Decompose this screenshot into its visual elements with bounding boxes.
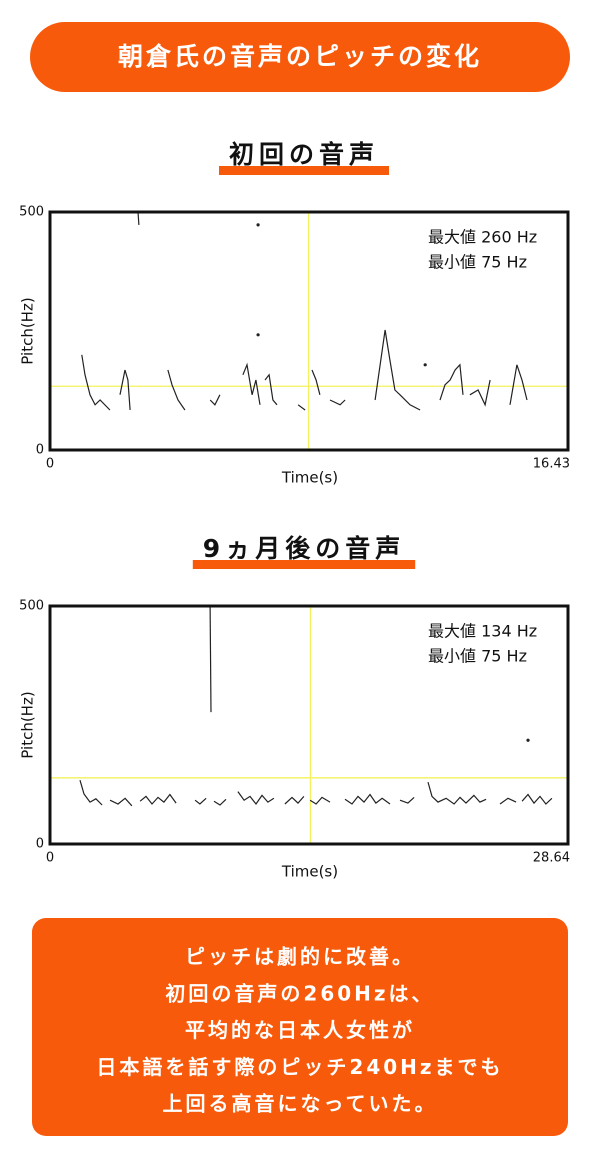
- x-tick-label: 0: [46, 851, 54, 866]
- y-axis-label: Pitch(Hz): [19, 297, 37, 364]
- annotation: 最小値 75 Hz: [428, 647, 527, 666]
- section-heading: 9ヵ月後の音声: [203, 534, 405, 563]
- annotation: 最大値 260 Hz: [428, 228, 537, 247]
- pitch-trace: [284, 796, 305, 805]
- pitch-trace: [297, 404, 306, 411]
- y-tick-label: 0: [36, 837, 44, 852]
- section-heading: 初回の音声: [229, 140, 379, 169]
- pitch-trace: [427, 781, 487, 805]
- heading-underline: [218, 166, 390, 175]
- pitch-trace: [499, 797, 517, 805]
- pitch-trace: [242, 362, 261, 405]
- pitch-trace: [264, 373, 278, 406]
- pitch-trace: [469, 379, 491, 407]
- pitch-trace: [329, 399, 346, 406]
- pitch-trace: [81, 354, 111, 411]
- annotation: 最大値 134 Hz: [428, 622, 537, 641]
- plot-frame: [48, 210, 570, 452]
- page-title: 朝倉氏の音声のピッチの変化: [118, 42, 482, 71]
- pitch-trace: [311, 369, 321, 395]
- summary-line: 初回の音声の260Hzは、: [165, 981, 434, 1005]
- y-tick-label: 500: [19, 599, 44, 614]
- pitch-trace: [109, 797, 133, 807]
- pitch-trace: [194, 797, 207, 805]
- pitch-point: [526, 738, 530, 742]
- pitch-trace: [119, 369, 131, 411]
- pitch-trace: [521, 793, 553, 805]
- pitch-trace: [399, 796, 415, 804]
- pitch-point: [256, 333, 260, 337]
- x-tick-label: 28.64: [533, 851, 570, 866]
- summary-box: [32, 918, 568, 1136]
- summary-line: 上回る高音になっていた。: [163, 1092, 438, 1116]
- pitch-point: [423, 363, 427, 367]
- pitch-trace: [209, 394, 221, 406]
- pitch-trace: [237, 791, 275, 806]
- pitch-trace: [344, 793, 391, 805]
- pitch-trace: [439, 363, 464, 401]
- heading-underline: [192, 560, 416, 569]
- x-axis-label: Time(s): [281, 863, 338, 881]
- pitch-trace: [309, 796, 331, 805]
- pitch-trace: [167, 369, 186, 411]
- summary-line: 日本語を話す際のピッチ240Hzまでも: [96, 1055, 503, 1079]
- x-tick-label: 0: [46, 457, 54, 472]
- pitch-trace: [374, 329, 421, 411]
- summary-line: ピッチは劇的に改善。: [185, 945, 415, 969]
- y-axis-label: Pitch(Hz): [19, 691, 37, 758]
- pitch-trace: [213, 798, 227, 806]
- pitch-trace: [209, 605, 212, 713]
- annotation: 最小値 75 Hz: [428, 253, 527, 272]
- pitch-trace: [79, 780, 103, 806]
- x-axis-label: Time(s): [281, 469, 338, 487]
- x-tick-label: 16.43: [533, 457, 570, 472]
- pitch-trace: [509, 364, 528, 405]
- title-pill: [30, 22, 570, 92]
- y-tick-label: 500: [19, 205, 44, 220]
- pitch-point: [256, 223, 260, 227]
- y-tick-label: 0: [36, 443, 44, 458]
- plot-frame: [48, 604, 570, 846]
- pitch-trace: [139, 793, 177, 805]
- summary-line: 平均的な日本人女性が: [185, 1018, 415, 1042]
- pitch-trace: [137, 211, 140, 225]
